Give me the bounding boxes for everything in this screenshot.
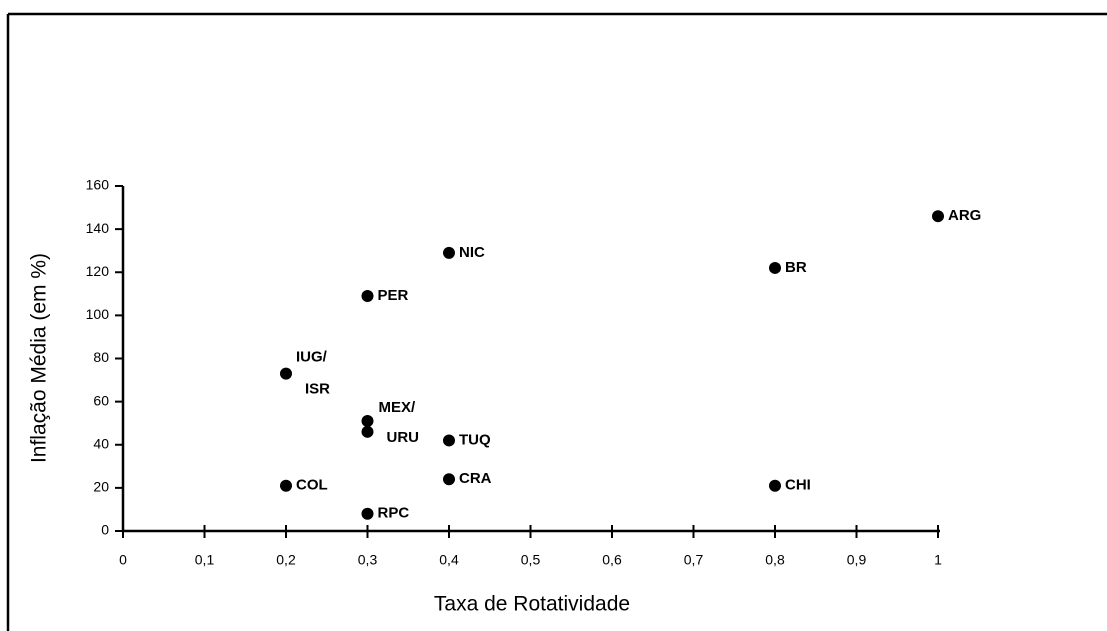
point-label: ISR — [305, 381, 330, 398]
point-label: TUQ — [459, 431, 491, 448]
y-tick-label: 0 — [101, 522, 109, 538]
point-label: PER — [378, 287, 409, 304]
y-tick-label: 40 — [93, 435, 109, 451]
x-tick-label: 0,4 — [439, 552, 459, 568]
x-tick-label: 1 — [934, 552, 942, 568]
y-tick-label: 60 — [93, 392, 109, 408]
point-label: MEX/ — [379, 399, 417, 416]
point — [932, 210, 944, 223]
point — [769, 479, 781, 492]
x-tick-label: 0,2 — [276, 552, 296, 568]
point-label: ARG — [948, 207, 981, 224]
point-label: CRA — [459, 470, 492, 487]
point — [280, 367, 292, 380]
x-tick-label: 0,3 — [358, 552, 378, 568]
x-axis-title: Taxa de Rotatividade — [434, 593, 630, 616]
y-tick-label: 160 — [86, 177, 110, 193]
point-label: COL — [296, 477, 328, 494]
point — [443, 473, 455, 486]
y-tick-label: 140 — [86, 220, 110, 236]
y-tick-label: 20 — [93, 479, 109, 495]
point-label: IUG/ — [296, 349, 328, 366]
point — [361, 415, 374, 428]
point-label: RPC — [378, 505, 410, 522]
point — [361, 289, 374, 302]
point — [443, 434, 455, 447]
point — [361, 507, 374, 520]
point — [443, 246, 455, 259]
x-tick-label: 0,7 — [684, 552, 704, 568]
point — [361, 425, 374, 438]
point — [769, 261, 781, 274]
x-tick-label: 0,8 — [765, 552, 785, 568]
x-tick-label: 0,9 — [847, 552, 867, 568]
x-tick-label: 0 — [119, 552, 127, 568]
y-tick-label: 80 — [93, 349, 109, 365]
point-label: CHI — [785, 477, 811, 494]
y-tick-label: 100 — [86, 306, 110, 322]
x-tick-label: 0,5 — [521, 552, 541, 568]
x-tick-label: 0,1 — [195, 552, 215, 568]
point-label: BR — [785, 259, 807, 276]
point-label: URU — [387, 429, 420, 446]
point-label: NIC — [459, 244, 485, 261]
y-axis-title: Inflação Média (em %) — [28, 253, 51, 463]
x-tick-label: 0,6 — [602, 552, 622, 568]
point — [280, 479, 292, 492]
y-tick-label: 120 — [86, 263, 110, 279]
